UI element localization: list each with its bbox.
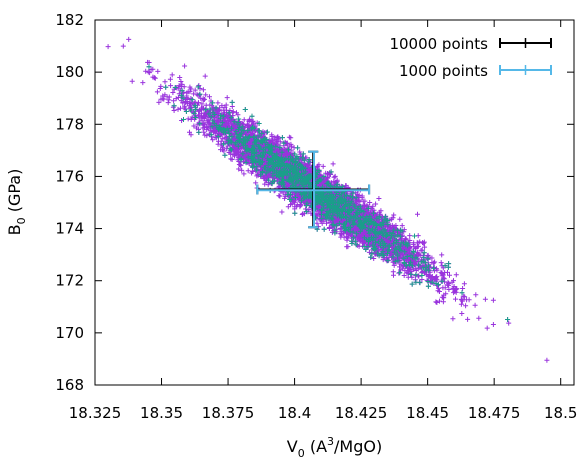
- x-tick-label: 18.5: [544, 404, 577, 422]
- x-tick-label: 18.375: [202, 404, 255, 422]
- plot-frame: [94, 19, 575, 386]
- y-ticks: 168 170 172 174 176 178 180 182: [55, 11, 574, 394]
- x-tick-label: 18.425: [335, 404, 388, 422]
- x-ticks: 18.325 18.35 18.375 18.4 18.425 18.45 18.475 18…: [69, 20, 577, 422]
- y-tick-label: 174: [55, 220, 84, 238]
- x-tick-label: 18.325: [69, 404, 122, 422]
- x-tick-label: 18.4: [278, 404, 311, 422]
- x-tick-label: 18.35: [140, 404, 183, 422]
- x-tick-label: 18.45: [406, 404, 449, 422]
- scatter-points-series-1: [146, 64, 511, 322]
- errorbar-layer: [256, 150, 371, 229]
- x-axis-label: V0 (A3/MgO): [287, 435, 382, 460]
- legend: 10000 points 1000 points: [389, 35, 552, 80]
- legend-entry-10000: 10000 points: [389, 35, 552, 53]
- y-axis-label: B0 (GPa): [5, 169, 28, 236]
- legend-entry-1000: 1000 points: [399, 62, 552, 80]
- y-tick-label: 180: [55, 63, 84, 81]
- y-tick-label: 182: [55, 11, 84, 29]
- x-tick-label: 18.475: [468, 404, 521, 422]
- y-tick-label: 170: [55, 324, 84, 342]
- points-layer: [105, 36, 550, 363]
- legend-label-1000: 1000 points: [399, 62, 488, 80]
- y-tick-label: 168: [55, 376, 84, 394]
- y-tick-label: 176: [55, 167, 84, 185]
- y-tick-label: 178: [55, 115, 84, 133]
- legend-label-10000: 10000 points: [389, 35, 488, 53]
- y-tick-label: 172: [55, 272, 84, 290]
